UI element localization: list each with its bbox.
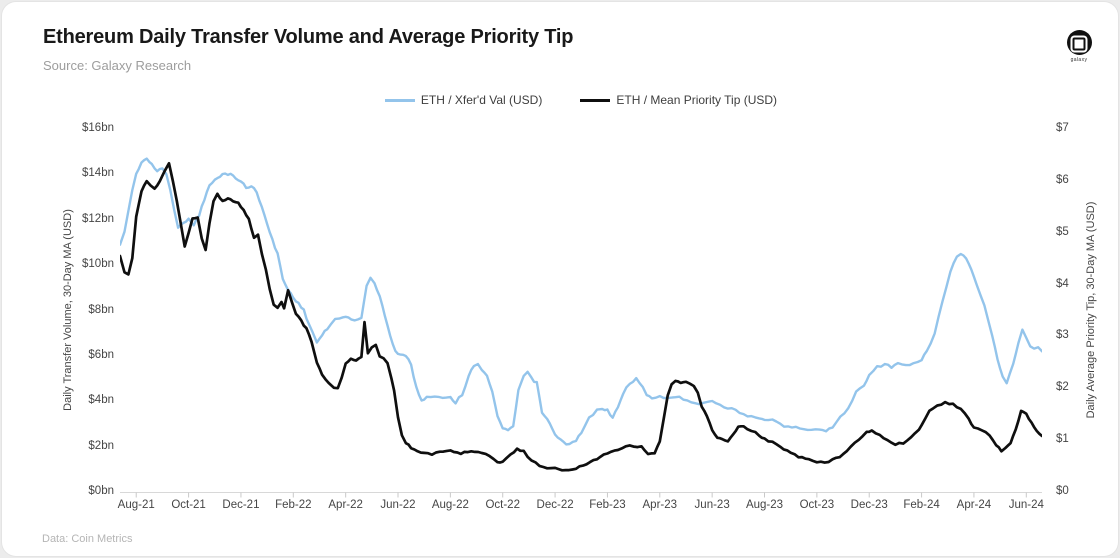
x-tick-label: Apr-24	[956, 499, 992, 511]
legend-item-priority-tip: ETH / Mean Priority Tip (USD)	[580, 93, 777, 107]
legend-item-transfer-volume: ETH / Xfer'd Val (USD)	[384, 93, 543, 107]
x-tick-label: Apr-22	[328, 499, 363, 511]
legend: ETH / Xfer'd Val (USD) ETH / Mean Priori…	[120, 93, 1042, 107]
x-tick-label: Jun-23	[694, 499, 730, 511]
page-title: Ethereum Daily Transfer Volume and Avera…	[43, 26, 574, 48]
galaxy-logo: galaxy	[1062, 30, 1096, 63]
x-tick-label: Aug-22	[431, 499, 469, 511]
y-tick-label: $5	[1056, 225, 1069, 238]
galaxy-logo-text: galaxy	[1070, 57, 1088, 63]
y-tick-label: $6bn	[88, 348, 114, 361]
x-tick-label: Oct-21	[171, 499, 206, 511]
x-tick-label: Dec-21	[222, 499, 260, 511]
series-transfer-volume	[118, 157, 1044, 446]
x-tick-label: Jun-24	[1008, 499, 1044, 511]
x-tick-label: Feb-24	[903, 499, 940, 511]
y-tick-label: $6	[1056, 173, 1069, 186]
y-tick-label: $0bn	[88, 485, 114, 497]
y-tick-label: $1	[1056, 433, 1069, 446]
x-tick-label: Feb-22	[275, 499, 312, 511]
line-swatch-blue-icon	[384, 98, 415, 102]
data-source-label: Data: Coin Metrics	[42, 533, 133, 545]
y-tick-label: $4	[1056, 277, 1069, 290]
legend-label: ETH / Mean Priority Tip (USD)	[616, 93, 778, 107]
x-tick-label: Oct-22	[485, 499, 520, 511]
y-tick-label: $3	[1056, 329, 1069, 342]
x-tick-label: Dec-22	[536, 499, 574, 511]
legend-label: ETH / Xfer'd Val (USD)	[420, 93, 543, 107]
chart-plot-area	[118, 129, 1044, 500]
y-tick-label: $2bn	[88, 439, 114, 452]
y-tick-label: $7	[1056, 122, 1069, 134]
x-tick-label: Feb-23	[589, 499, 626, 511]
x-tick-label: Apr-23	[642, 499, 678, 511]
y-tick-label: $12bn	[82, 212, 114, 225]
line-swatch-black-icon	[580, 98, 611, 102]
y-tick-label: $2	[1056, 381, 1069, 394]
source-label: Source: Galaxy Research	[43, 58, 192, 73]
series-priority-tip	[118, 161, 1044, 472]
x-tick-label: Jun-22	[380, 499, 416, 511]
y-tick-label: $8bn	[88, 303, 114, 316]
x-tick-label: Dec-23	[850, 499, 888, 511]
x-tick-label: Aug-23	[745, 499, 784, 511]
y-tick-label: $16bn	[82, 122, 114, 134]
y-tick-label: $10bn	[82, 258, 114, 271]
y-tick-label: $4bn	[88, 394, 114, 407]
y-tick-label: $14bn	[82, 167, 114, 180]
x-tick-label: Aug-21	[117, 499, 155, 511]
y-tick-label: $0	[1056, 485, 1069, 497]
chart-plot	[118, 157, 1044, 498]
galaxy-logo-icon	[1066, 30, 1092, 55]
x-tick-label: Oct-23	[799, 499, 835, 511]
